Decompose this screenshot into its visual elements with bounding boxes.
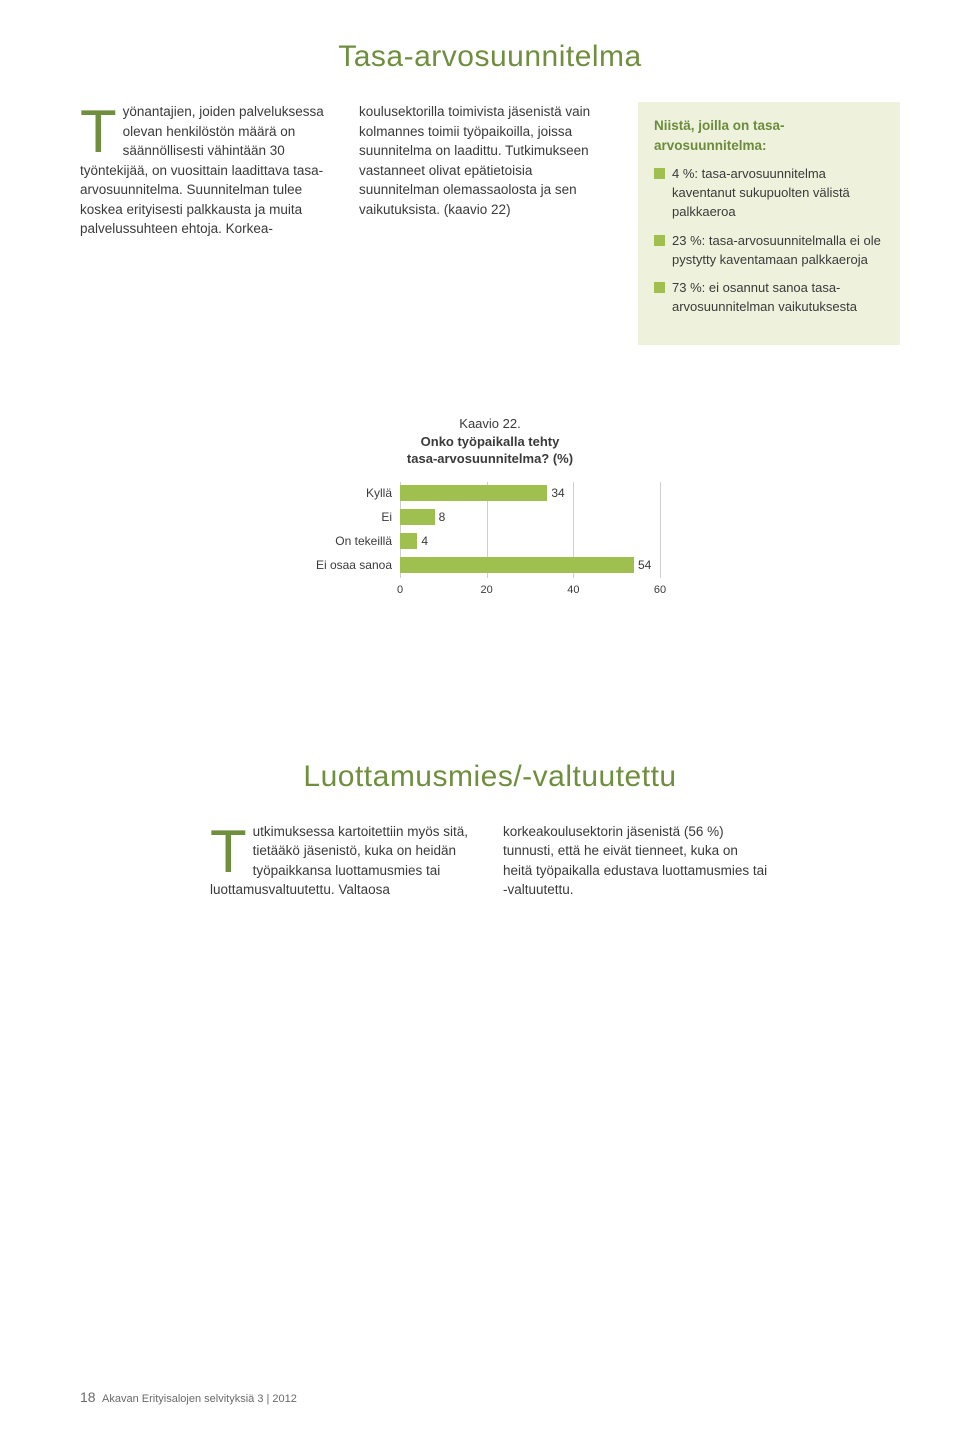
square-bullet-icon <box>654 235 665 246</box>
chart-kaavio-22: Kaavio 22. Onko työpaikalla tehty tasa-a… <box>310 415 670 600</box>
chart-bar <box>400 557 634 573</box>
page-footer: 18 Akavan Erityisalojen selvityksiä 3 | … <box>80 1389 297 1405</box>
footer-text: Akavan Erityisalojen selvityksiä 3 | 201… <box>102 1393 297 1405</box>
chart-value-label: 34 <box>551 485 564 501</box>
chart-bar <box>400 509 435 525</box>
chart-bar <box>400 533 417 549</box>
chart-category-label: On tekeillä <box>310 534 400 548</box>
chart-title: Kaavio 22. Onko työpaikalla tehty tasa-a… <box>310 415 670 468</box>
sidebar-item: 23 %: tasa-arvosuunnitelmalla ei ole pys… <box>654 232 884 270</box>
square-bullet-icon <box>654 282 665 293</box>
chart-xtick: 60 <box>654 584 666 596</box>
dropcap-2: T <box>210 822 253 877</box>
sidebar-item-text: 23 %: tasa-arvosuunnitelmalla ei ole pys… <box>672 232 884 270</box>
chart-value-label: 8 <box>439 509 446 525</box>
chart-value-label: 4 <box>421 533 428 549</box>
section1-title: Tasa-arvosuunnitelma <box>80 40 900 74</box>
chart-title-line3: tasa-arvosuunnitelma? (%) <box>407 451 573 466</box>
chart-xtick: 0 <box>397 584 403 596</box>
section1-col1: T yönantajien, joiden palveluksessa olev… <box>80 102 335 239</box>
chart-bar <box>400 485 547 501</box>
dropcap-1: T <box>80 102 123 157</box>
sidebar-item: 73 %: ei osannut sanoa tasa-arvosuunnite… <box>654 279 884 317</box>
section1-col2-text: koulusektorilla toimivista jäsenistä vai… <box>359 102 614 219</box>
section2-title: Luottamusmies/-valtuutettu <box>80 760 900 794</box>
chart-row: Ei osaa sanoa 54 <box>310 554 670 576</box>
square-bullet-icon <box>654 168 665 179</box>
section2-col1: T utkimuksessa kartoitettiin myös sitä, … <box>210 822 477 900</box>
section1-columns: T yönantajien, joiden palveluksessa olev… <box>80 102 900 345</box>
chart-value-label: 54 <box>638 557 651 573</box>
section2-col2: korkeakoulusektorin jäsenistä (56 %) tun… <box>503 822 770 900</box>
sidebar-box: Niistä, joilla on tasa-arvosuunnitelma: … <box>638 102 900 345</box>
sidebar-item-text: 4 %: tasa-arvosuunnitelma kaventanut suk… <box>672 165 884 222</box>
chart-row: On tekeillä 4 <box>310 530 670 552</box>
chart-category-label: Kyllä <box>310 486 400 500</box>
sidebar-title: Niistä, joilla on tasa-arvosuunnitelma: <box>654 116 884 155</box>
chart-row: Ei 8 <box>310 506 670 528</box>
chart-xtick: 20 <box>481 584 493 596</box>
page-number: 18 <box>80 1389 96 1405</box>
sidebar-item-text: 73 %: ei osannut sanoa tasa-arvosuunnite… <box>672 279 884 317</box>
chart-category-label: Ei <box>310 510 400 524</box>
chart-xtick: 40 <box>567 584 579 596</box>
chart-category-label: Ei osaa sanoa <box>310 558 400 572</box>
chart-title-line2: Onko työpaikalla tehty <box>421 434 560 449</box>
section2-columns: T utkimuksessa kartoitettiin myös sitä, … <box>210 822 770 900</box>
sidebar-item: 4 %: tasa-arvosuunnitelma kaventanut suk… <box>654 165 884 222</box>
section1-col2: koulusektorilla toimivista jäsenistä vai… <box>359 102 614 219</box>
chart-row: Kyllä 34 <box>310 482 670 504</box>
section2-col2-text: korkeakoulusektorin jäsenistä (56 %) tun… <box>503 822 770 900</box>
chart-title-line1: Kaavio 22. <box>459 416 520 431</box>
